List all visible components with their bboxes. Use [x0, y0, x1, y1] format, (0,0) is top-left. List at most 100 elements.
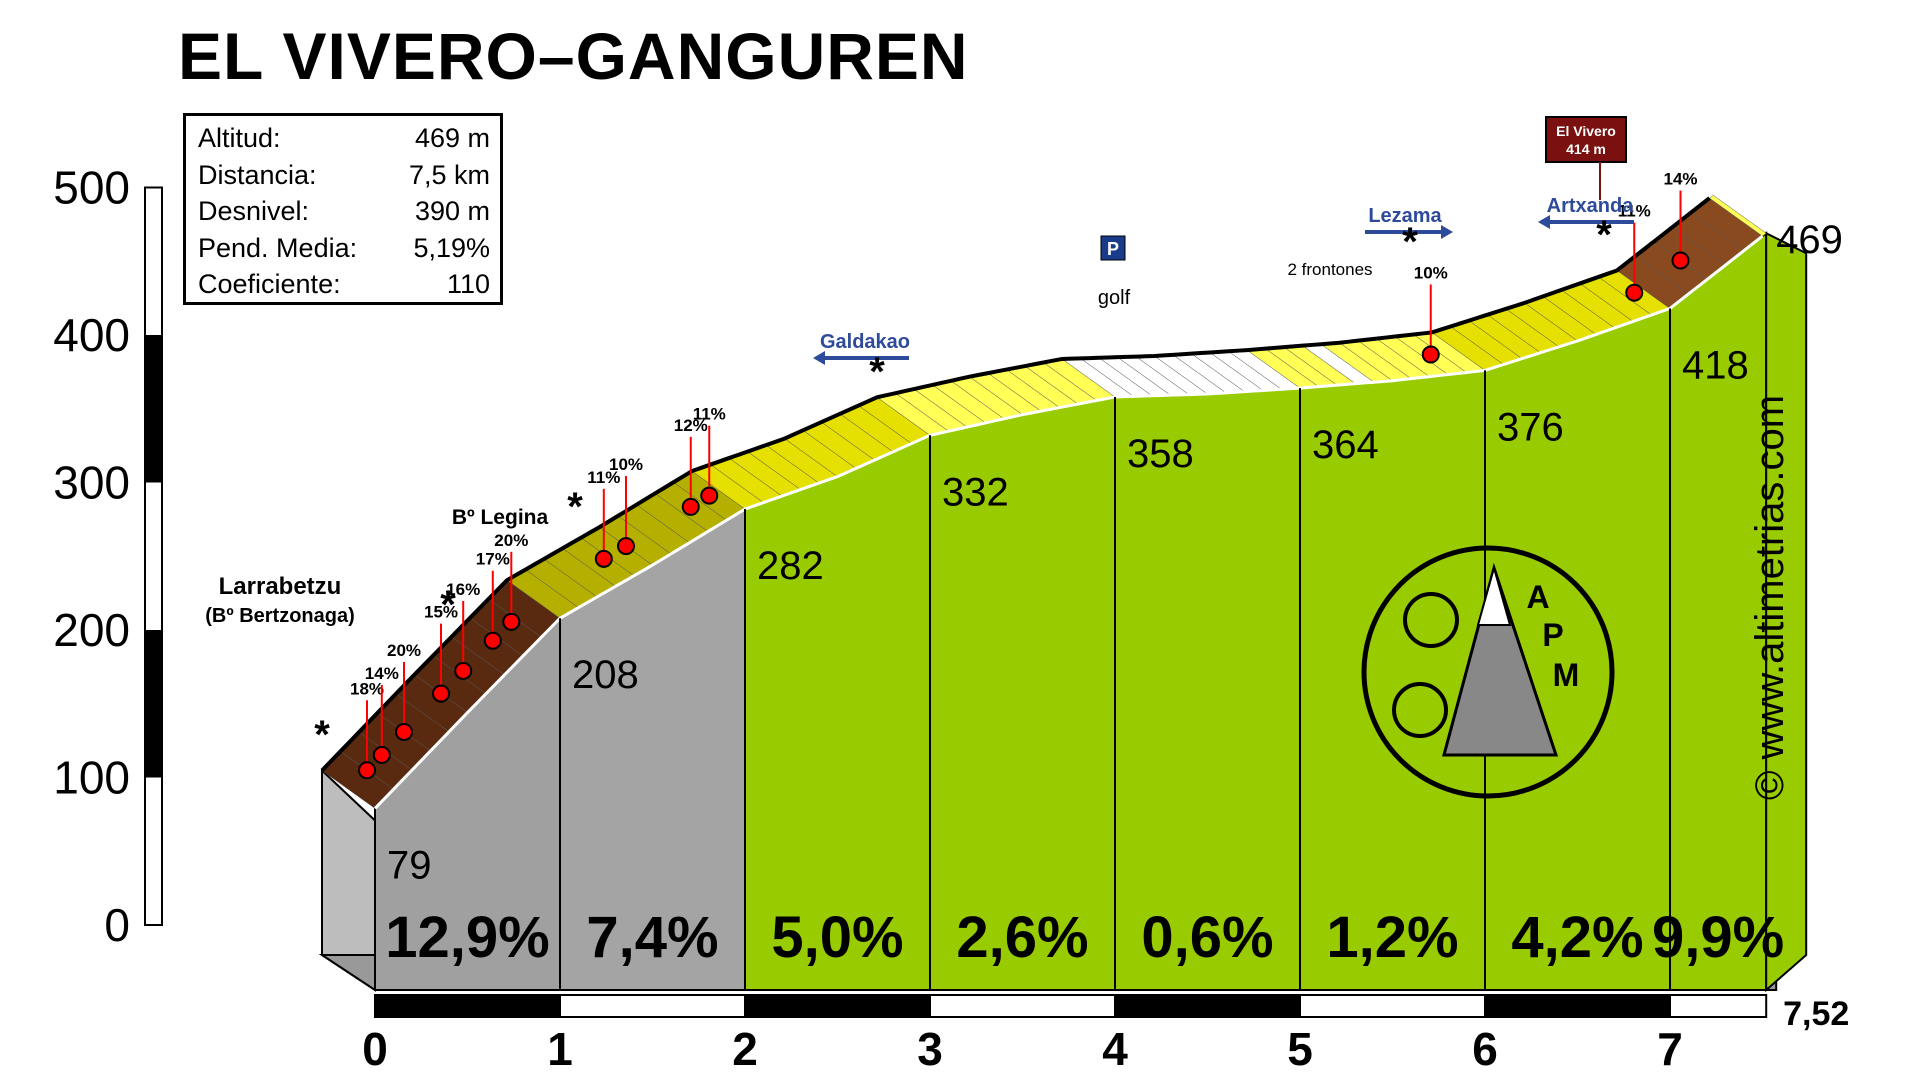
stat-label: Pend. Media: [198, 232, 358, 263]
place-frontones: 2 frontones [1287, 260, 1372, 279]
distance-bar-segment [929, 994, 1116, 1018]
scale-bar-black-band [145, 630, 162, 778]
x-tick-label: 1 [547, 1023, 573, 1075]
logo-bike-wheel [1403, 592, 1459, 648]
marker-gradient-label: 10% [609, 455, 643, 474]
distance-bar-segment [1299, 994, 1486, 1018]
marker-dot [432, 684, 450, 703]
x-end-label: 7,52 [1783, 995, 1849, 1033]
km-altitude-label: 364 [1312, 423, 1379, 467]
marker-dot [358, 761, 376, 780]
marker-gradient-label: 20% [387, 641, 421, 660]
x-tick-label: 4 [1102, 1023, 1128, 1075]
end-altitude-label: 469 [1776, 218, 1843, 262]
marker-dot [1671, 251, 1690, 270]
marker-dot [617, 537, 635, 556]
marker-gradient-label: 18% [350, 679, 384, 698]
logo-circle [1361, 545, 1615, 799]
stat-value: 7,5 km [408, 159, 490, 190]
place-lezama-arrow-head [1441, 225, 1453, 239]
stats-box: Altitud: 469 m Distancia: 7,5 km Desnivel:… [183, 113, 503, 305]
place-legina: Bº Legina [452, 506, 549, 529]
poi-asterisk: * [869, 350, 885, 394]
parking-sign-golf [1100, 235, 1126, 261]
logo-bike-wheel [1392, 682, 1448, 738]
segment-gradient-label: 7,4% [586, 905, 718, 970]
marker-gradient-label: 11% [587, 468, 620, 487]
marker-gradient-label: 16% [446, 580, 480, 599]
marker-dot [372, 745, 391, 764]
stat-label: Coeficiente: [198, 269, 341, 299]
marker-gradient-label: 11% [693, 405, 726, 424]
x-tick-label: 2 [732, 1023, 758, 1075]
road-slice [1709, 194, 1767, 237]
distance-bar-segment [1669, 994, 1768, 1018]
place-artxanda-arrow-head [1538, 215, 1550, 229]
stat-row: Distancia: 7,5 km [198, 157, 490, 194]
marker-gradient-label: 20% [494, 531, 528, 550]
y-tick-label: 400 [53, 309, 130, 361]
stat-row: Desnivel: 390 m [198, 193, 490, 230]
poi-asterisk: * [1402, 220, 1418, 264]
copyright-text: © www.altimetrias.com [1748, 394, 1792, 800]
distance-scale-bar [374, 994, 1768, 1018]
logo-letter: M [1553, 657, 1580, 693]
y-axis-tick-labels: 0 100 200 300 400 500 [53, 162, 130, 952]
altitude-scale-bar [144, 186, 163, 926]
place-larrabetzu-sub: (Bº Bertzonaga) [205, 605, 355, 627]
km-altitude-label: 332 [942, 470, 1009, 514]
place-galdakao: Galdakao [820, 331, 910, 353]
stat-row: Pend. Media: 5,19% [198, 230, 490, 267]
chart-title: EL VIVERO–GANGUREN [178, 19, 969, 93]
stat-value: 110 [446, 269, 490, 299]
marker-dot [1421, 345, 1440, 364]
logo-letter: P [1542, 617, 1563, 653]
marker-dot [454, 661, 473, 680]
poi-asterisk: * [1596, 213, 1612, 257]
poi-asterisk: * [567, 485, 583, 529]
logo-letter: A [1526, 579, 1549, 615]
y-tick-label: 300 [53, 457, 130, 509]
distance-bar-segment [1114, 994, 1301, 1018]
y-tick-label: 100 [53, 752, 130, 804]
marker-gradient-label: 12% [674, 416, 708, 435]
place-golf: golf [1098, 287, 1131, 309]
marker-dot [395, 722, 413, 741]
segment-gradient-label: 12,9% [385, 905, 549, 970]
place-lezama: Lezama [1368, 205, 1442, 227]
stat-value: 5,19% [413, 232, 490, 263]
marker-gradient-label: 15% [424, 603, 458, 622]
place-annotations: Larrabetzu (Bº Bertzonaga) Bº Legina Galdak… [205, 116, 1635, 757]
marker-dot [700, 486, 719, 505]
profile-area-segments [374, 231, 1808, 993]
place-artxanda: Artxanda [1547, 195, 1635, 217]
marker-dot [502, 612, 521, 631]
x-tick-label: 7 [1657, 1023, 1683, 1075]
apm-logo: APM [1361, 545, 1615, 799]
stat-row: Altitud: 469 m [198, 120, 490, 157]
x-tick-label: 3 [917, 1023, 943, 1075]
road-strip [320, 194, 1767, 810]
x-tick-label: 5 [1287, 1023, 1313, 1075]
segment-gradient-label: 5,0% [771, 905, 903, 970]
y-tick-label: 500 [53, 162, 130, 214]
distance-bar-segment [1484, 994, 1671, 1018]
distance-bar-segment [374, 994, 561, 1018]
x-tick-label: 0 [362, 1023, 388, 1075]
distance-bar-segment [744, 994, 931, 1018]
distance-bar-segment [559, 994, 746, 1018]
km-altitude-labels: 79 208 282 332 358 364 376 418 469 [387, 218, 1843, 887]
km-altitude-label: 376 [1497, 405, 1564, 449]
gradient-markers: 18%14%20%15%16%17%20%11%10%12%11%10%11%1… [350, 170, 1698, 780]
marker-gradient-label: 11% [1618, 202, 1651, 221]
marker-gradient-label: 17% [476, 550, 510, 569]
logo-mountain [1442, 562, 1559, 757]
scale-bar-black-band [145, 335, 162, 483]
poi-asterisk: * [314, 713, 330, 757]
km-altitude-label: 282 [757, 544, 824, 588]
stat-value: 390 m [414, 196, 490, 226]
stat-label: Distancia: [198, 159, 317, 190]
poi-asterisk: * [440, 583, 456, 627]
stat-label: Altitud: [198, 123, 281, 153]
